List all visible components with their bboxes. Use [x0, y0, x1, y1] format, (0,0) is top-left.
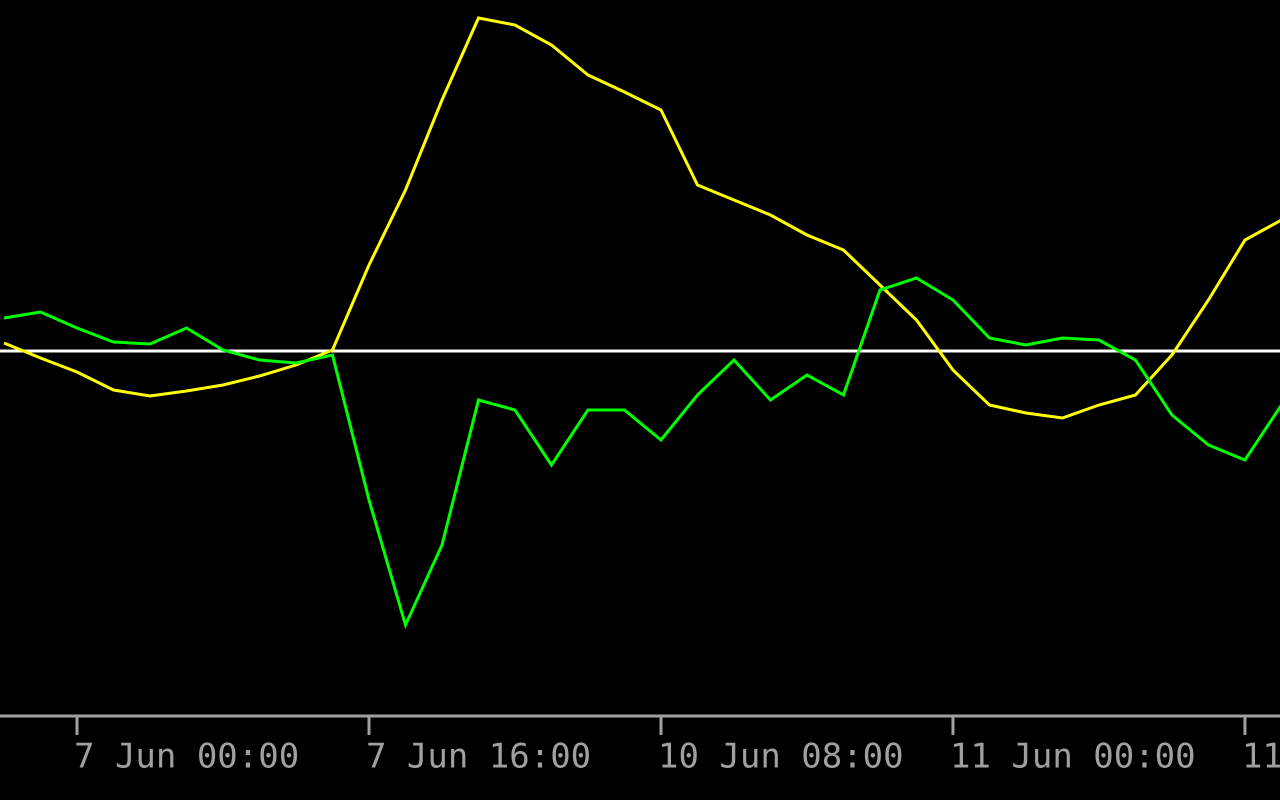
x-tick-label: 11: [1242, 737, 1280, 777]
series-line: [3, 276, 1280, 630]
x-tick-label: 11 Jun 00:00: [950, 737, 1196, 777]
x-tick-label: 10 Jun 08:00: [658, 737, 904, 777]
series-line: [3, 16, 1280, 420]
x-tick-label: 7 Jun 00:00: [74, 737, 299, 777]
x-tick-label: 7 Jun 16:00: [366, 737, 591, 777]
